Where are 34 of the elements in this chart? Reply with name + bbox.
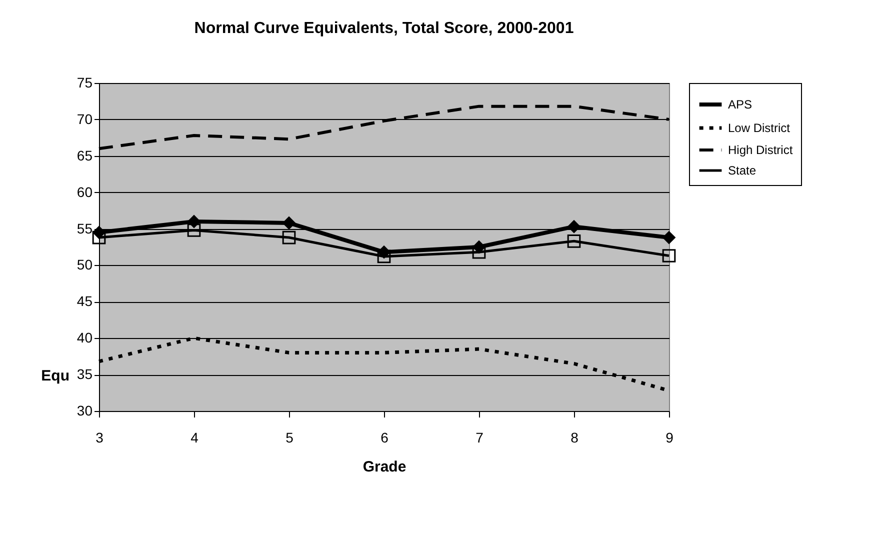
point <box>567 234 581 248</box>
point <box>472 245 486 259</box>
legend-label: APS <box>728 98 752 112</box>
x-tick-label: 8 <box>570 430 579 446</box>
y-axis-title: Equ <box>41 368 70 384</box>
y-tick-label: 35 <box>76 366 93 382</box>
x-tick-label: 3 <box>96 430 104 446</box>
y-tick-label: 50 <box>76 256 93 273</box>
point <box>662 230 676 244</box>
point <box>662 249 676 262</box>
legend-label: Low District <box>728 121 791 135</box>
x-tick-label: 4 <box>190 430 199 446</box>
x-axis-title: Grade <box>362 458 406 476</box>
y-tick-label: 55 <box>76 220 93 236</box>
point <box>282 216 296 230</box>
y-tick-label: 70 <box>76 110 93 127</box>
point <box>567 220 581 234</box>
point <box>377 250 391 264</box>
chart-title: Normal Curve Equivalents, Total Score, 2000-2001 <box>194 20 574 37</box>
x-tick-label: 6 <box>380 430 389 446</box>
x-tick-label: 7 <box>476 430 484 446</box>
point <box>187 224 201 237</box>
point <box>282 230 296 244</box>
y-tick-label: 30 <box>76 402 93 418</box>
x-tick-label: 9 <box>666 430 674 446</box>
y-tick-label: 40 <box>76 330 93 346</box>
y-tick-label: 60 <box>76 184 93 200</box>
y-tick-label: 75 <box>76 74 93 90</box>
legend-label: High District <box>728 143 794 157</box>
x-tick-label: 5 <box>286 430 294 446</box>
y-tick-label: 45 <box>76 293 93 310</box>
y-tick-label: 65 <box>76 147 93 164</box>
point <box>92 230 106 244</box>
legend-label: State <box>728 164 756 178</box>
